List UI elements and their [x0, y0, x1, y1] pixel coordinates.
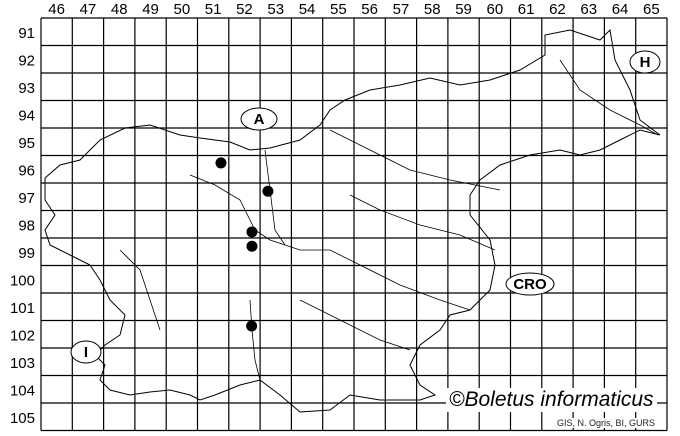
- country-label-oval-croatia: [505, 272, 555, 296]
- row-label: 104: [10, 382, 35, 399]
- row-label: 91: [18, 25, 35, 42]
- country-label-austria: A: [254, 111, 265, 128]
- row-label: 92: [18, 52, 35, 69]
- grid: [40, 17, 668, 432]
- row-label: 103: [10, 355, 35, 372]
- column-label: 61: [518, 1, 535, 18]
- column-label: 55: [330, 1, 347, 18]
- copyright-text: ©Boletus informaticus: [446, 388, 657, 412]
- country-label-oval-italy: [70, 340, 102, 364]
- column-label: 47: [80, 1, 97, 18]
- column-label: 46: [48, 1, 65, 18]
- column-label: 56: [361, 1, 378, 18]
- row-label: 96: [18, 162, 35, 179]
- column-label: 63: [580, 1, 597, 18]
- rivers: [119, 59, 659, 381]
- record-dot: [246, 240, 258, 252]
- country-label-hungary: H: [640, 54, 651, 71]
- column-label: 58: [424, 1, 441, 18]
- country-label-croatia: CRO: [513, 276, 547, 293]
- column-label: 62: [549, 1, 566, 18]
- country-border: [44, 28, 661, 413]
- row-label: 95: [18, 135, 35, 152]
- column-label: 48: [111, 1, 128, 18]
- row-label: 98: [18, 217, 35, 234]
- row-label: 102: [10, 327, 35, 344]
- column-label: 54: [299, 1, 316, 18]
- column-label: 65: [643, 1, 660, 18]
- column-label: 50: [174, 1, 191, 18]
- row-label: 101: [10, 300, 35, 317]
- country-label-oval-austria: [240, 107, 278, 131]
- column-label: 57: [393, 1, 410, 18]
- country-label-italy: I: [84, 344, 88, 361]
- row-label: 93: [18, 80, 35, 97]
- column-label: 49: [142, 1, 159, 18]
- row-label: 100: [10, 272, 35, 289]
- column-label: 64: [612, 1, 629, 18]
- country-label-oval-hungary: [629, 50, 661, 74]
- column-label: 60: [487, 1, 504, 18]
- row-label: 94: [18, 107, 35, 124]
- record-dot: [262, 185, 274, 197]
- row-label: 105: [10, 410, 35, 427]
- row-label: 97: [18, 190, 35, 207]
- credit-text: GIS, N. Ogris, BI, GURS: [555, 418, 658, 428]
- row-label: 99: [18, 245, 35, 262]
- record-dot: [246, 226, 258, 238]
- column-label: 51: [205, 1, 222, 18]
- column-label: 59: [455, 1, 472, 18]
- column-label: 52: [236, 1, 253, 18]
- record-dot: [246, 320, 258, 332]
- record-dot: [215, 157, 227, 169]
- column-label: 53: [267, 1, 284, 18]
